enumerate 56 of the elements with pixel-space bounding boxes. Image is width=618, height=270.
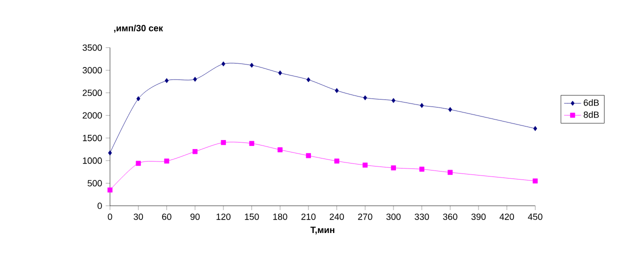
y-tick-label: 1500	[82, 134, 102, 142]
y-tick-label: 3500	[82, 44, 102, 51]
x-tick-label: 120	[216, 214, 231, 220]
y-tick-label: 500	[88, 180, 102, 186]
point	[192, 149, 198, 154]
point	[420, 103, 424, 108]
point	[532, 178, 538, 184]
legend-label: 6dB	[584, 99, 599, 106]
point	[362, 162, 368, 168]
point	[278, 147, 283, 152]
point	[448, 170, 453, 175]
x-tick-label: 390	[471, 214, 486, 220]
point	[448, 107, 452, 112]
point	[306, 77, 310, 82]
x-tick-label: 300	[386, 214, 401, 220]
x-axis-title: T,мин	[310, 226, 334, 234]
x-tick-label: 240	[330, 214, 344, 220]
x-tick-label: 330	[414, 214, 429, 220]
x-tick-label: 180	[273, 214, 288, 220]
x-tick-label: 90	[190, 214, 200, 220]
point	[136, 96, 140, 102]
x-tick-label: 0	[108, 214, 112, 220]
point	[334, 88, 339, 94]
y-tick-label: 1000	[82, 158, 102, 164]
point	[221, 61, 226, 66]
point	[220, 140, 226, 146]
point	[250, 62, 254, 68]
point	[392, 98, 396, 104]
x-tick-label: 450	[528, 214, 542, 220]
y-tick-label: 2000	[82, 112, 102, 119]
point	[334, 158, 340, 164]
x-tick-label: 270	[358, 214, 372, 220]
x-tick-label: 420	[500, 214, 514, 220]
y-tick-label: 0	[98, 202, 102, 210]
x-tick-label: 60	[162, 214, 172, 220]
y-axis-title: ,имп/30 сек	[114, 24, 163, 33]
point	[108, 150, 112, 156]
point	[390, 165, 396, 170]
point	[306, 153, 311, 158]
x-tick-label: 30	[134, 214, 143, 220]
x-tick-label: 210	[301, 214, 316, 220]
point	[533, 126, 538, 132]
point	[108, 188, 112, 193]
point	[278, 70, 282, 76]
y-tick-label: 2500	[82, 90, 102, 96]
point	[136, 160, 141, 166]
point	[164, 158, 170, 164]
x-tick-label: 150	[244, 214, 259, 220]
x-tick-label: 360	[443, 214, 458, 220]
point	[419, 166, 424, 172]
point	[164, 78, 169, 84]
y-tick-label: 3000	[82, 67, 102, 74]
point	[193, 76, 197, 82]
point	[363, 95, 368, 100]
legend-label: 8dB	[584, 111, 599, 118]
point	[249, 141, 254, 146]
